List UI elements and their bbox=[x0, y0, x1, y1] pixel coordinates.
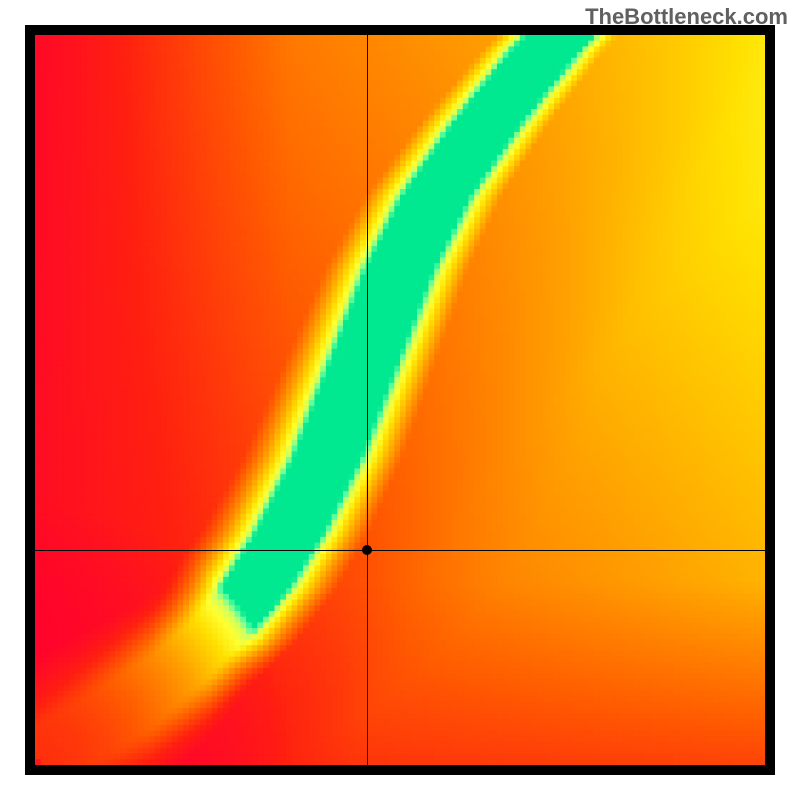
crosshair-vertical bbox=[367, 35, 368, 765]
watermark: TheBottleneck.com bbox=[585, 4, 788, 30]
crosshair-horizontal bbox=[35, 550, 765, 551]
heatmap-chart bbox=[25, 25, 775, 775]
heatmap-canvas bbox=[35, 35, 765, 765]
crosshair-point bbox=[362, 545, 372, 555]
